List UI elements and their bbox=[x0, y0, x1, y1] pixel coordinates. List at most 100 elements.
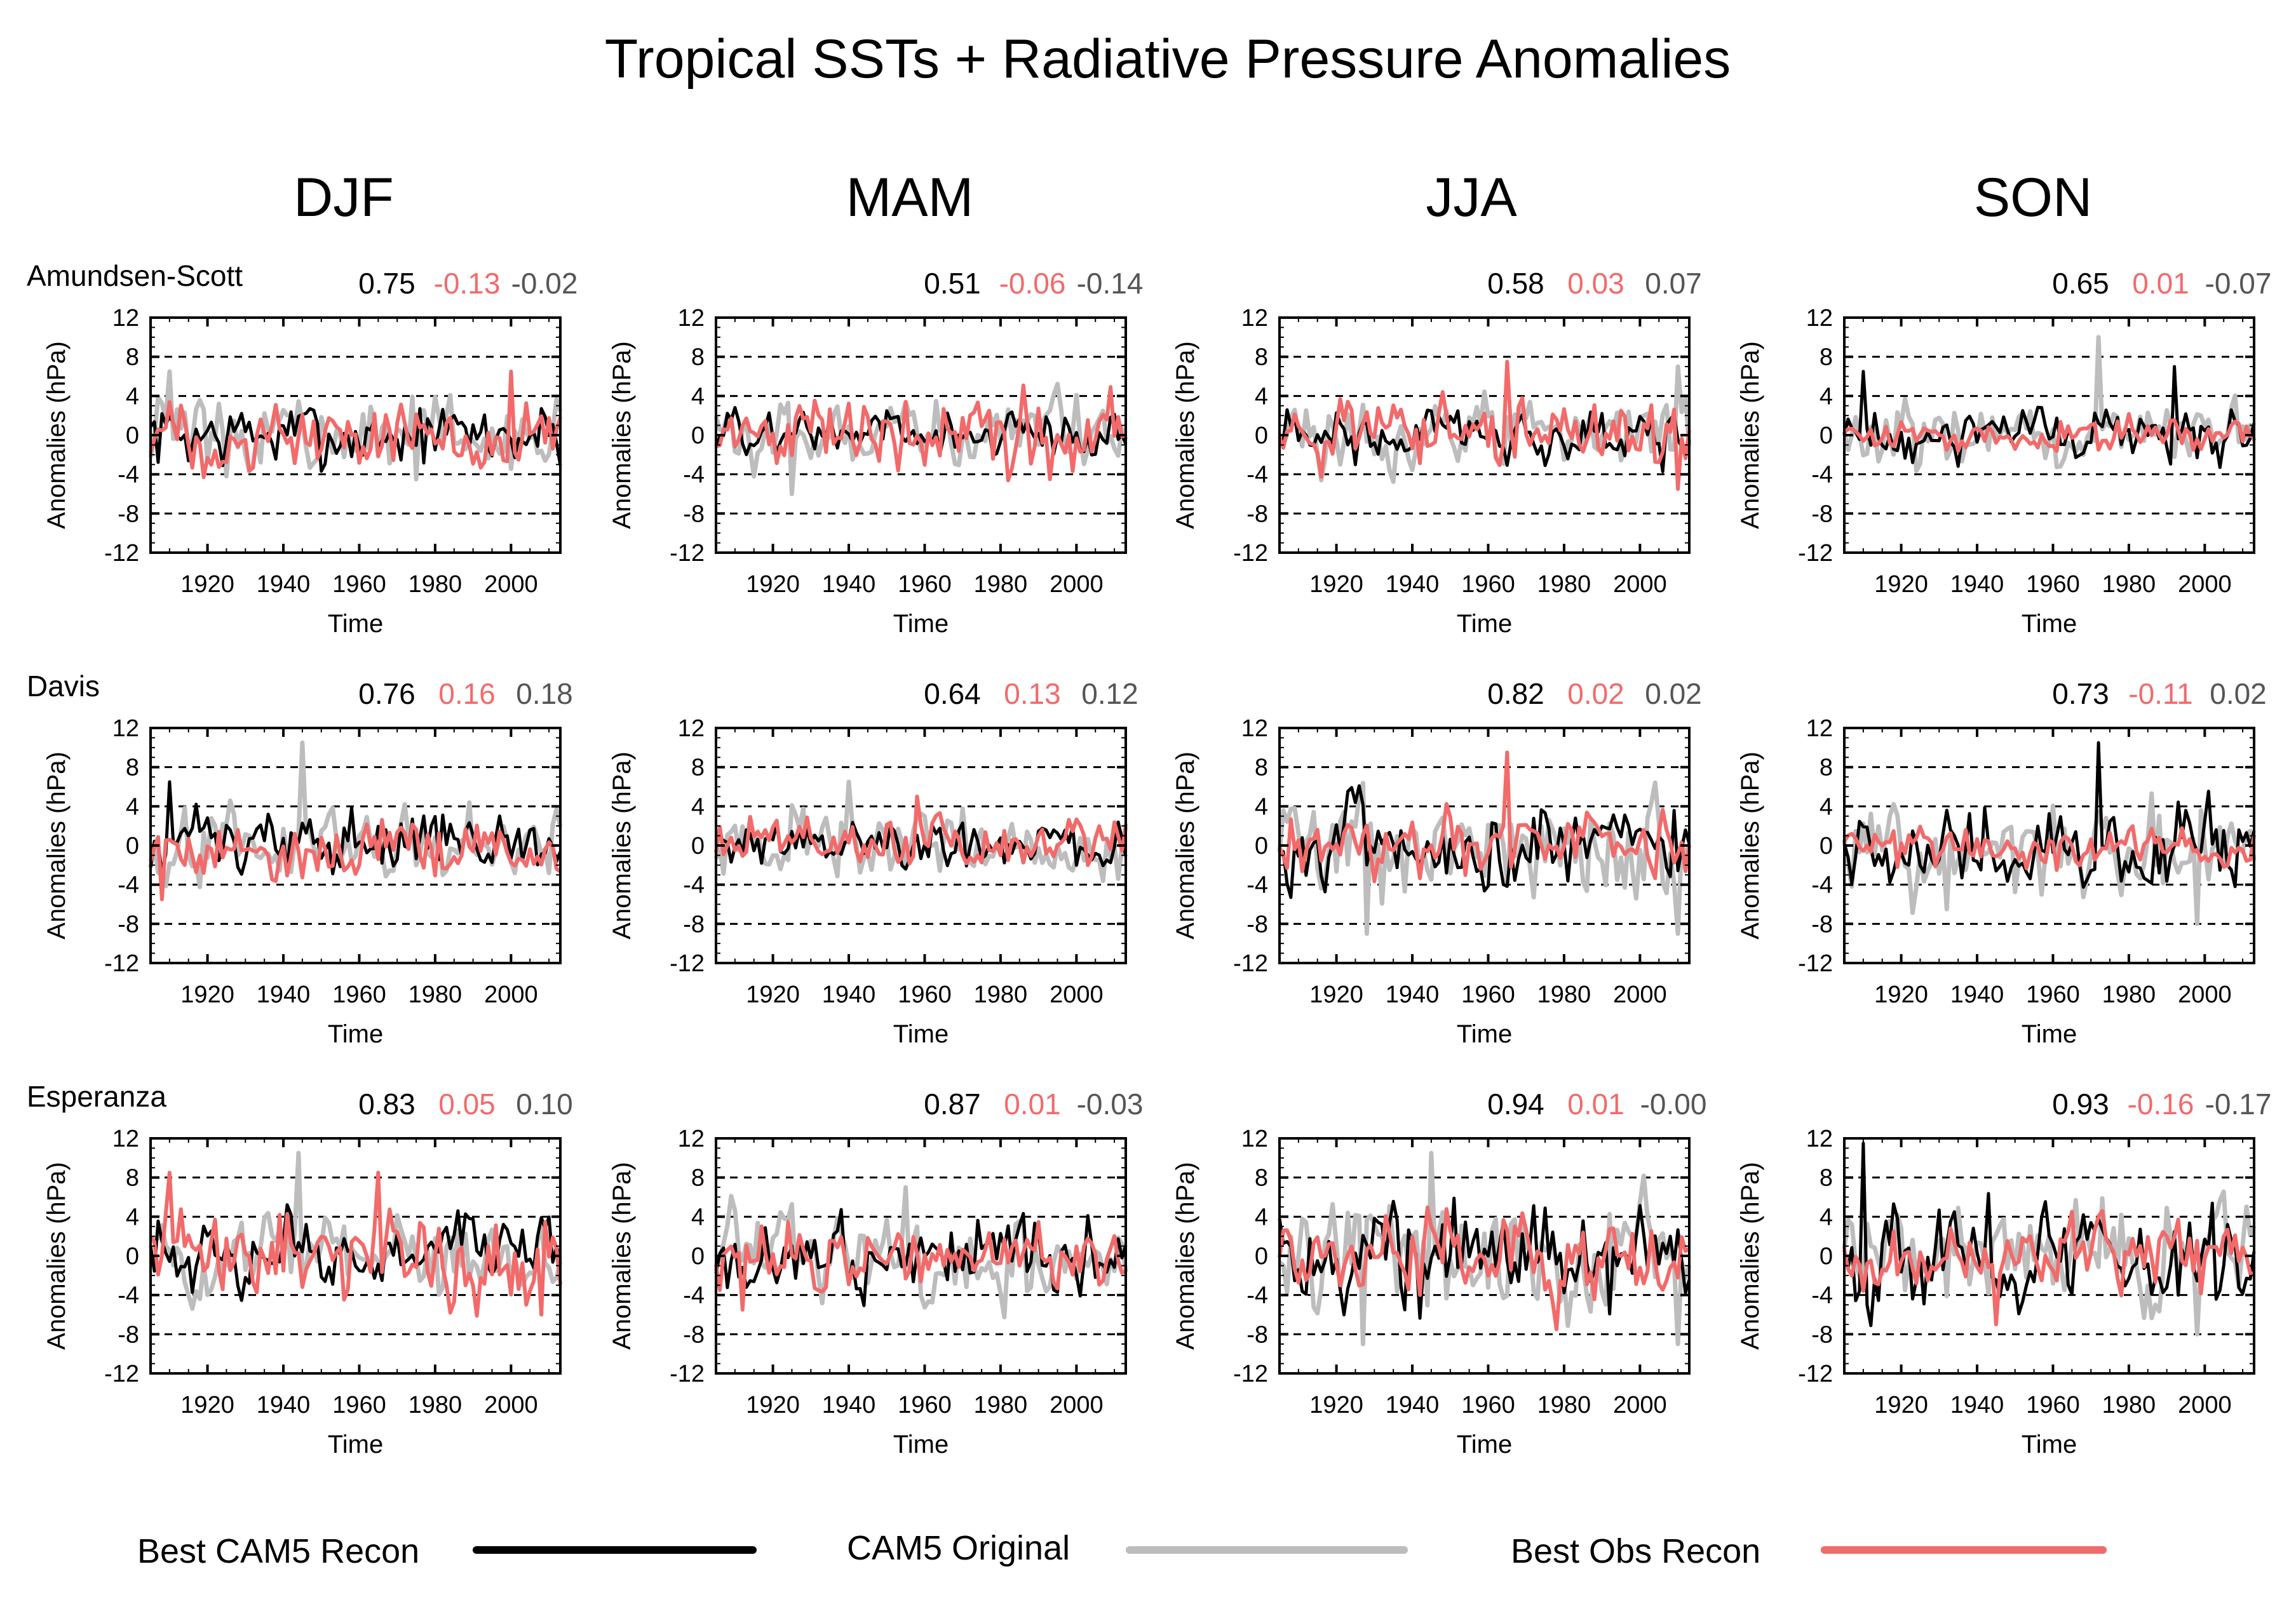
x-axis-label: Time bbox=[2022, 1431, 2077, 1459]
x-tick-label: 1980 bbox=[409, 981, 463, 1008]
y-axis-label: Anomalies (hPa) bbox=[1736, 341, 1764, 529]
x-tick-label: 2000 bbox=[1613, 571, 1667, 598]
series-line-best-obs-recon bbox=[1842, 1209, 2255, 1326]
x-tick-label: 1940 bbox=[1386, 1392, 1440, 1418]
panel-esperanza-son: 0.93 -0.16 -0.17 -12 -8 -4 0 4 8 12 1920 1940 1960 19… bbox=[1736, 1088, 2271, 1459]
series-line-cam5-original bbox=[1278, 1150, 1692, 1347]
y-tick-label: -8 bbox=[1811, 1321, 1833, 1348]
station-label-amundsen-scott: Amundsen-Scott bbox=[27, 259, 243, 292]
station-label-davis: Davis bbox=[27, 670, 100, 703]
series-line-best-cam5-recon bbox=[149, 780, 562, 876]
x-tick-label: 1960 bbox=[1461, 571, 1515, 598]
y-axis-label: Anomalies (hPa) bbox=[1172, 751, 1199, 940]
corr-obs: -0.16 bbox=[2128, 1088, 2194, 1121]
x-tick-label: 1960 bbox=[332, 571, 386, 598]
x-axis-label: Time bbox=[328, 1020, 383, 1048]
x-tick-label: 1960 bbox=[332, 981, 386, 1008]
legend-label-original: CAM5 Original bbox=[847, 1529, 1070, 1567]
y-tick-label: 8 bbox=[1820, 344, 1833, 371]
x-tick-label: 2000 bbox=[2178, 981, 2232, 1008]
x-tick-label: 2000 bbox=[2178, 571, 2232, 598]
y-tick-label: -12 bbox=[104, 950, 139, 977]
station-label-esperanza: Esperanza bbox=[27, 1080, 166, 1113]
season-header-mam: MAM bbox=[846, 167, 974, 228]
corr-original: -0.00 bbox=[1640, 1088, 1707, 1121]
series-line-best-obs-recon bbox=[149, 369, 562, 480]
y-tick-label: 8 bbox=[126, 755, 139, 781]
x-tick-label: 1960 bbox=[2026, 981, 2080, 1008]
x-tick-label: 2000 bbox=[484, 981, 538, 1008]
season-header-son: SON bbox=[1974, 167, 2092, 228]
corr-obs: 0.13 bbox=[1004, 677, 1061, 710]
y-tick-label: -8 bbox=[1246, 1321, 1268, 1348]
x-tick-label: 2000 bbox=[2178, 1392, 2232, 1418]
x-tick-label: 1940 bbox=[257, 981, 311, 1008]
x-tick-label: 1940 bbox=[257, 571, 311, 598]
y-tick-label: -4 bbox=[118, 1283, 139, 1309]
x-tick-label: 1920 bbox=[746, 1392, 800, 1418]
x-tick-label: 1980 bbox=[974, 571, 1028, 598]
x-tick-label: 1980 bbox=[2102, 571, 2156, 598]
y-tick-label: 12 bbox=[678, 715, 705, 742]
y-tick-label: -4 bbox=[683, 1283, 705, 1309]
y-tick-label: 4 bbox=[1255, 1204, 1268, 1230]
corr-recon: 0.65 bbox=[2052, 267, 2109, 300]
x-tick-label: 1960 bbox=[332, 1392, 386, 1418]
x-axis-label: Time bbox=[1457, 1020, 1512, 1048]
y-tick-label: 12 bbox=[1806, 715, 1833, 742]
y-tick-label: -8 bbox=[1811, 911, 1833, 938]
x-axis-label: Time bbox=[2022, 610, 2077, 638]
y-axis-label: Anomalies (hPa) bbox=[608, 341, 636, 529]
x-tick-label: 1920 bbox=[1309, 981, 1363, 1008]
corr-original: -0.17 bbox=[2205, 1088, 2272, 1121]
series-line-best-obs-recon bbox=[714, 1220, 1127, 1312]
x-tick-label: 1960 bbox=[2026, 571, 2080, 598]
y-tick-label: -4 bbox=[1246, 872, 1268, 899]
y-tick-label: 12 bbox=[112, 305, 139, 332]
series-line-cam5-original bbox=[148, 369, 563, 482]
season-header-jja: JJA bbox=[1426, 167, 1517, 228]
x-axis-label: Time bbox=[328, 1431, 383, 1459]
corr-original: -0.14 bbox=[1077, 267, 1144, 300]
corr-obs: 0.03 bbox=[1567, 267, 1624, 300]
x-tick-label: 1980 bbox=[1537, 571, 1591, 598]
corr-recon: 0.58 bbox=[1487, 267, 1544, 300]
corr-original: 0.12 bbox=[1081, 677, 1138, 710]
y-axis-label: Anomalies (hPa) bbox=[608, 751, 636, 940]
y-tick-label: -12 bbox=[1233, 950, 1268, 977]
x-tick-label: 1940 bbox=[1950, 571, 2004, 598]
y-tick-label: 4 bbox=[1820, 793, 1833, 820]
x-tick-label: 2000 bbox=[1613, 1392, 1667, 1418]
panel-davis-son: 0.73 -0.11 0.02 -12 -8 -4 0 4 8 12 1920 1940 1960 198… bbox=[1736, 677, 2267, 1048]
legend-label-obs: Best Obs Recon bbox=[1511, 1532, 1760, 1570]
x-tick-label: 1920 bbox=[180, 571, 234, 598]
y-axis-label: Anomalies (hPa) bbox=[1172, 341, 1199, 529]
y-tick-label: -4 bbox=[118, 462, 139, 489]
y-tick-label: -4 bbox=[1246, 462, 1268, 489]
corr-original: 0.10 bbox=[516, 1088, 573, 1121]
y-tick-label: -12 bbox=[670, 540, 705, 567]
y-tick-label: -12 bbox=[1233, 1361, 1268, 1387]
x-tick-label: 1980 bbox=[1537, 981, 1591, 1008]
y-tick-label: -8 bbox=[118, 911, 139, 938]
y-axis-label: Anomalies (hPa) bbox=[1736, 1162, 1764, 1350]
y-tick-label: -12 bbox=[1798, 540, 1833, 567]
y-tick-label: 12 bbox=[1241, 305, 1268, 332]
y-tick-label: 12 bbox=[112, 1126, 139, 1152]
y-tick-label: 12 bbox=[112, 715, 139, 742]
y-axis-label: Anomalies (hPa) bbox=[608, 1162, 636, 1350]
y-tick-label: 8 bbox=[691, 344, 705, 371]
y-tick-label: -4 bbox=[683, 872, 705, 899]
corr-recon: 0.87 bbox=[924, 1088, 981, 1121]
y-tick-label: 0 bbox=[1820, 833, 1833, 859]
x-tick-label: 1980 bbox=[2102, 1392, 2156, 1418]
series-line-cam5-original bbox=[1842, 335, 2257, 473]
y-axis-label: Anomalies (hPa) bbox=[43, 751, 71, 940]
y-tick-label: -8 bbox=[118, 1321, 139, 1348]
x-tick-label: 1980 bbox=[974, 981, 1028, 1008]
x-tick-label: 1940 bbox=[822, 571, 876, 598]
x-tick-label: 1920 bbox=[746, 981, 800, 1008]
series-line-best-cam5-recon bbox=[715, 820, 1128, 871]
x-axis-label: Time bbox=[893, 1020, 949, 1048]
corr-obs: 0.16 bbox=[438, 677, 496, 710]
